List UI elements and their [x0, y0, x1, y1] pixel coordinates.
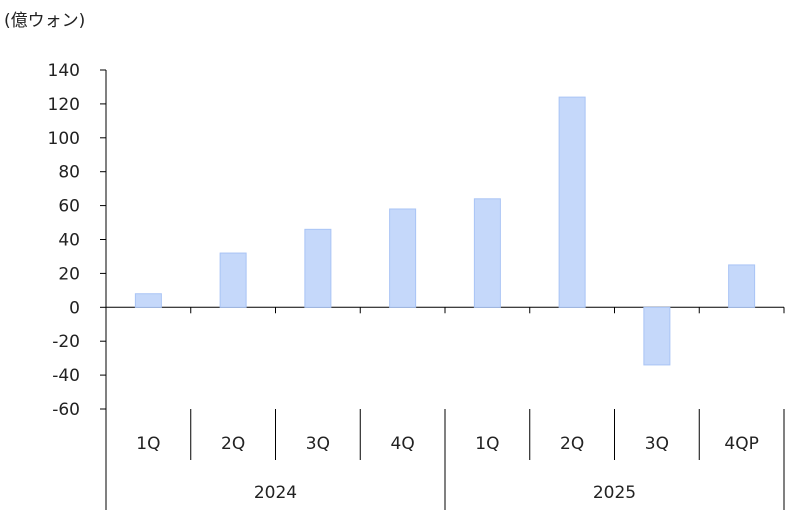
- unit-label: (億ウォン): [4, 11, 86, 31]
- axes-layer: [100, 69, 785, 510]
- category-label: 3Q: [306, 434, 330, 454]
- y-tick-label: -40: [52, 366, 80, 386]
- bar-5: [473, 198, 501, 308]
- category-label: 3Q: [645, 434, 669, 454]
- y-tick-label: 80: [58, 163, 80, 183]
- y-tick-label: 20: [58, 264, 80, 284]
- y-tick-label: 120: [48, 95, 80, 115]
- y-tick-label: 40: [58, 231, 80, 251]
- category-label: 1Q: [136, 434, 160, 454]
- bar-1: [134, 293, 162, 308]
- y-tick-label: 60: [58, 197, 80, 217]
- category-label: 1Q: [475, 434, 499, 454]
- y-tick-label: 0: [69, 298, 80, 318]
- y-tick-label: -60: [52, 400, 80, 420]
- labels-layer: 140 120 100 80 60 40 20 0 -20 -40 -60 1Q 2Q 3Q 4Q 1Q 2Q 3…: [48, 61, 759, 503]
- y-tick-label: -20: [52, 332, 80, 352]
- bar-4: [389, 208, 417, 308]
- category-label: 4Q: [391, 434, 415, 454]
- category-label: 2Q: [221, 434, 245, 454]
- category-label: 2Q: [560, 434, 584, 454]
- bar-2: [219, 252, 247, 308]
- bar-7: [643, 306, 671, 366]
- y-tick-label: 100: [48, 129, 80, 149]
- bar-3: [304, 228, 332, 308]
- bar-6: [558, 96, 586, 308]
- y-tick-label: 140: [48, 61, 80, 81]
- bars-layer: [134, 96, 756, 366]
- group-label: 2024: [254, 483, 297, 503]
- group-label: 2025: [593, 483, 636, 503]
- category-label: 4QP: [724, 434, 758, 454]
- bar-8: [728, 264, 756, 308]
